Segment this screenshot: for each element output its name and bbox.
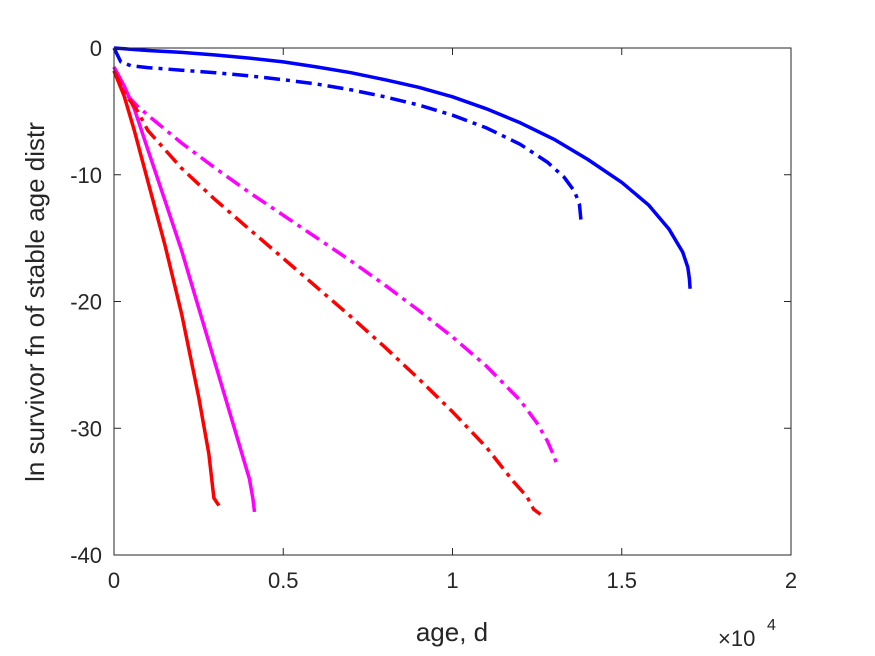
x-tick-label: 0.5 [268,568,299,593]
series-line-4 [112,66,560,467]
y-tick-label: 0 [90,36,102,61]
x-tick-label: 2 [785,568,797,593]
y-tick-label: -10 [70,163,102,188]
y-tick-label: -30 [70,416,102,441]
x-tick-label: 0 [108,568,120,593]
x-tick-label: 1 [446,568,458,593]
x-exponent-label: ×10 4 [718,617,776,651]
x-tick-label: 1.5 [606,568,637,593]
plot-area [114,48,791,555]
y-tick-label: -20 [70,290,102,315]
plot-background [114,48,791,555]
x-axis-label: age, d [416,617,488,647]
series-line-1 [113,46,692,289]
y-axis-label: ln survivor fn of stable age distr [20,122,50,482]
x-exponent-base: ×10 [718,626,755,651]
series-layer [112,46,692,516]
x-exponent-power: 4 [767,617,776,634]
ticks-layer: 0 0.5 1 1.5 2 0 -10 -20 -30 -40 [70,36,797,593]
series-line-2 [112,47,583,222]
series-line-6 [112,70,542,516]
y-tick-label: -40 [70,543,102,568]
series-line-5 [112,70,221,507]
